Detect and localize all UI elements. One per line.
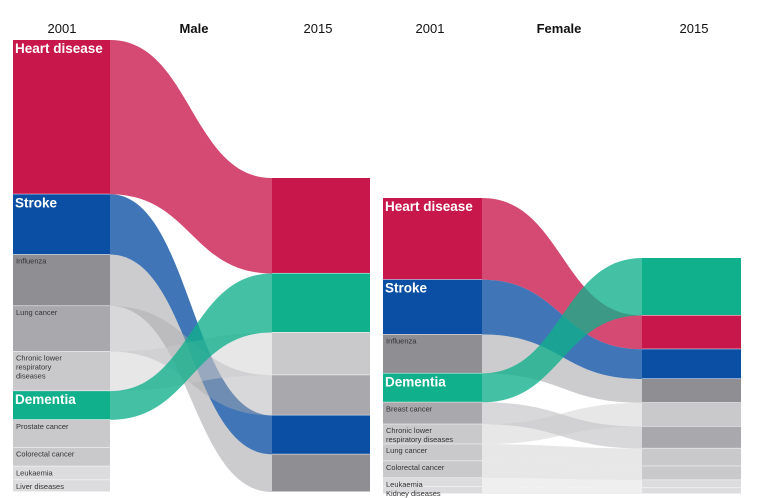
bar-2001-female-dementia: [383, 373, 482, 402]
bar-2015-male-dementia: [272, 273, 370, 332]
label-2001-male-dementia: Dementia: [15, 392, 76, 407]
label-2001-female-heart-disease: Heart disease: [385, 199, 473, 214]
bar-2001-male-colorectal-cancer: [13, 447, 110, 466]
bar-2015-female-leukaemia: [642, 480, 741, 488]
female-left-year-label: 2001: [416, 21, 445, 36]
right-bars-male: [272, 178, 370, 492]
bar-2015-female-dementia: [642, 258, 741, 316]
male-right-year-label: 2015: [304, 21, 333, 36]
flow-female-leukaemia: [482, 478, 642, 489]
bar-2001-male-prostate-cancer: [13, 419, 110, 447]
male-left-year-label: 2001: [48, 21, 77, 36]
flow-female-lung-cancer: [482, 444, 642, 467]
bar-2015-female-kidney-diseases: [642, 488, 741, 494]
bar-2015-female-colorectal-cancer: [642, 466, 741, 480]
bar-2015-female-chronic-lower-respiratory-diseases: [642, 402, 741, 427]
bar-2015-male-chronic-lower-respiratory-diseases: [272, 332, 370, 375]
labels-male: Heart disease Stroke Influenza Lung cancer C…: [15, 41, 103, 491]
male-title: Male: [180, 21, 209, 36]
flow-female-dementia: [482, 258, 642, 403]
label-2001-female-colorectal-cancer: Colorectal cancer: [386, 463, 445, 472]
bar-2015-female-stroke: [642, 349, 741, 379]
label-2001-female-lung-cancer: Lung cancer: [386, 446, 428, 455]
flow-female-chronic-lower-respiratory-diseases: [482, 402, 642, 445]
label-2001-female-influenza: Influenza: [386, 337, 417, 346]
bar-2015-male-lung-cancer: [272, 375, 370, 415]
bar-2001-female-heart-disease: [383, 198, 482, 280]
flow-male-heart-disease: [110, 40, 272, 274]
bar-2001-male-chronic-lower-respiratory-diseases: [13, 351, 110, 391]
label-2001-male-colorectal-cancer: Colorectal cancer: [16, 449, 75, 458]
label-2001-male-leukaemia: Leukaemia: [16, 468, 54, 477]
bar-2015-male-stroke: [272, 415, 370, 454]
female-title: Female: [537, 21, 582, 36]
bar-2001-female-breast-cancer: [383, 402, 482, 424]
label-2001-female-kidney-diseases: Kidney diseases: [386, 489, 441, 498]
flow-male-stroke: [110, 194, 272, 455]
panel-female: Heart disease Stroke Influenza Dementia Brea…: [383, 21, 741, 498]
bar-2001-female-chronic-lower-respiratory-diseases: [383, 424, 482, 444]
left-bars-female: [383, 198, 482, 494]
bar-2001-male-heart-disease: [13, 40, 110, 194]
bar-2001-female-kidney-diseases: [383, 487, 482, 494]
flow-female-colorectal-cancer: [482, 461, 642, 481]
flow-female-breast-cancer: [482, 402, 642, 449]
label-2001-male-liver-diseases: Liver diseases: [16, 482, 64, 491]
bar-2001-female-leukaemia: [383, 478, 482, 487]
bar-2001-female-stroke: [383, 279, 482, 335]
bar-2001-male-lung-cancer: [13, 306, 110, 352]
bar-2015-female-lung-cancer: [642, 448, 741, 466]
label-2001-female-dementia: Dementia: [385, 374, 446, 389]
label-2001-female-breast-cancer: Breast cancer: [386, 404, 433, 413]
bar-2015-male-influenza: [272, 454, 370, 492]
bar-2001-male-dementia: [13, 391, 110, 420]
right-bars-female: [642, 258, 741, 494]
label-2001-female-chronic-lower-respiratory-diseases: Chronic lower respiratory diseases: [386, 426, 453, 444]
flow-female-influenza: [482, 334, 642, 403]
label-2001-male-stroke: Stroke: [15, 195, 58, 210]
label-2001-female-stroke: Stroke: [385, 281, 428, 296]
left-bars-male: [13, 40, 110, 492]
label-2001-male-influenza: Influenza: [16, 257, 47, 266]
female-right-year-label: 2015: [680, 21, 709, 36]
bar-2001-male-influenza: [13, 254, 110, 306]
flows-female: [482, 198, 642, 494]
label-2001-male-prostate-cancer: Prostate cancer: [16, 422, 69, 431]
bar-2015-female-heart-disease: [642, 315, 741, 349]
bar-2015-female-breast-cancer: [642, 426, 741, 448]
bar-2001-female-colorectal-cancer: [383, 461, 482, 478]
bar-2001-female-lung-cancer: [383, 444, 482, 461]
label-2001-male-lung-cancer: Lung cancer: [16, 308, 58, 317]
bar-2001-male-liver-diseases: [13, 480, 110, 492]
bar-2001-male-leukaemia: [13, 466, 110, 480]
flows-male: [110, 40, 272, 492]
bar-2001-male-stroke: [13, 194, 110, 255]
label-2001-female-leukaemia: Leukaemia: [386, 480, 424, 489]
label-2001-male-chronic-lower-respiratory-diseases: Chronic lower respiratory diseases: [16, 354, 62, 381]
bar-2001-female-influenza: [383, 334, 482, 373]
labels-female: Heart disease Stroke Influenza Dementia Brea…: [385, 199, 473, 498]
panel-male: Heart disease Stroke Influenza Lung cancer C…: [13, 21, 370, 492]
flow-female-kidney-diseases: [482, 487, 642, 494]
bar-2015-female-influenza: [642, 378, 741, 403]
bar-2015-male-heart-disease: [272, 178, 370, 273]
label-2001-male-heart-disease: Heart disease: [15, 41, 103, 56]
flow-male-dementia: [110, 273, 272, 420]
